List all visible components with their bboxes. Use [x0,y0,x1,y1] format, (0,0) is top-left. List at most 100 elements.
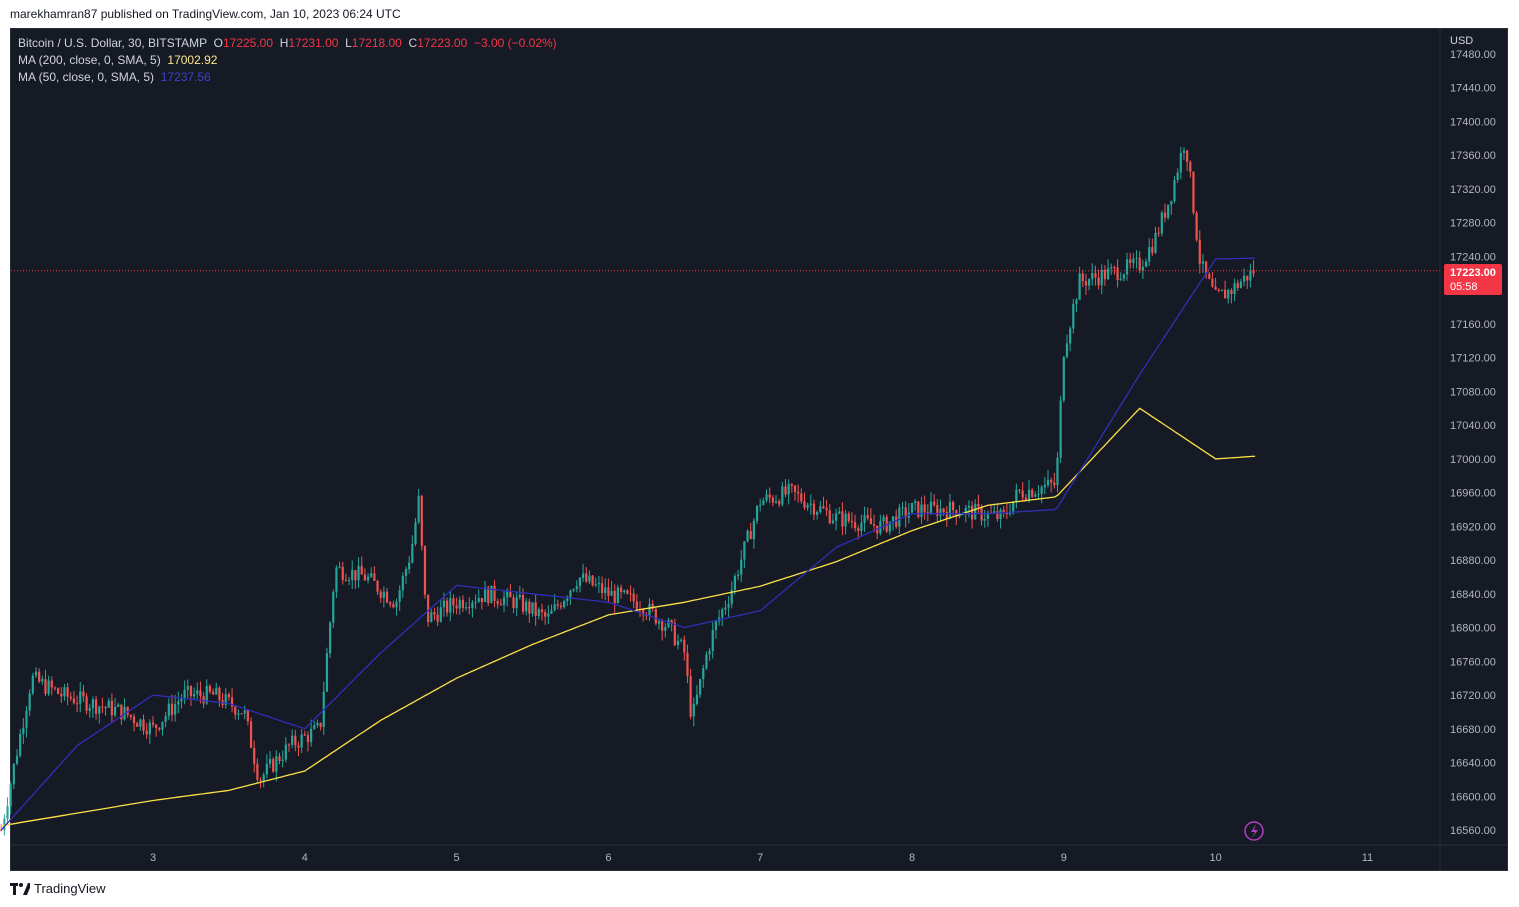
candle-body [1239,281,1242,288]
y-tick-label: 17400.00 [1450,116,1496,128]
y-tick-label: 17320.00 [1450,184,1496,196]
candle-body [161,721,164,730]
candle-body [626,590,629,594]
candle-body [825,508,828,511]
x-tick-label: 11 [1362,852,1373,864]
candle-body [809,503,812,505]
candle-body [680,639,683,641]
candle-body [1167,204,1170,218]
y-tick-label: 16880.00 [1450,555,1496,567]
y-tick-label: 16800.00 [1450,623,1496,635]
candle-body [695,694,699,704]
lightning-icon[interactable] [1244,821,1264,841]
candle-body [57,688,60,694]
candle-body [797,491,800,494]
y-tick-label: 16720.00 [1450,690,1496,702]
candle-body [284,744,287,760]
candle-body [1110,267,1113,269]
candle-body [363,574,366,581]
candle-body [455,605,458,609]
candle-body [534,602,537,616]
candle-body [139,719,142,727]
candlestick-series [0,146,1255,836]
candle-body [471,602,474,608]
candle-body [1065,343,1069,358]
candle-body [904,507,907,518]
candle-body [733,576,736,590]
candle-body [458,599,461,609]
legend-ohlc-row: Bitcoin / U.S. Dollar, 30, BITSTAMP O172… [18,35,557,52]
candle-body [319,722,322,727]
candle-body [19,733,22,756]
candle-body [604,587,607,594]
candle-body [793,485,797,492]
candle-body [442,600,446,608]
candle-body [1211,278,1214,287]
candle-body [933,501,936,505]
y-tick-label: 17120.00 [1450,353,1496,365]
candle-body [689,676,692,717]
candle-body [132,716,136,724]
candle-body [155,724,158,728]
x-tick-label: 7 [757,852,763,864]
candle-body [1040,487,1043,494]
candle-body [268,759,272,764]
candle-body [164,715,167,722]
candle-body [550,610,553,614]
candle-body [841,511,844,527]
candle-body [379,591,382,598]
y-tick-label: 16760.00 [1450,656,1496,668]
y-tick-label: 17160.00 [1450,319,1496,331]
candle-body [294,735,297,746]
candle-body [401,575,404,591]
candle-body [427,594,430,623]
candle-body [186,685,189,690]
x-tick-label: 10 [1209,852,1221,864]
candle-body [547,613,550,617]
candle-body [578,577,582,587]
candle-body [1148,247,1151,262]
candle-body [287,744,291,746]
candle-body [177,701,180,705]
candle-body [1230,290,1233,294]
candle-body [1195,212,1198,240]
candle-body [1135,257,1138,259]
candle-body [771,497,774,503]
candle-body [1097,277,1100,286]
chart-panel[interactable] [10,28,1508,871]
candle-body [34,671,38,676]
candle-body [107,700,110,708]
close-label: C [408,36,418,50]
candle-body [414,522,417,544]
candle-body [812,503,816,515]
candle-body [6,806,9,819]
candle-body [433,612,436,615]
candle-body [898,507,901,527]
candle-body [569,590,572,599]
candle-body [563,601,566,608]
candle-body [759,504,762,506]
candle-body [329,622,332,654]
candle-body [1116,267,1119,280]
candle-body [853,522,857,529]
candle-body [942,508,945,512]
chart-legend: Bitcoin / U.S. Dollar, 30, BITSTAMP O172… [18,35,557,86]
candle-body [996,511,999,520]
candle-body [664,627,667,631]
candle-body [354,570,357,581]
candle-body [970,505,974,520]
candle-body [610,590,613,596]
candle-body [509,591,512,598]
candle-body [69,696,72,699]
candle-body [1103,269,1107,280]
candle-body [376,580,379,592]
candle-body [822,506,825,509]
footer-brand-label: TradingView [34,881,106,896]
ma50-line [0,257,1256,831]
candle-body [85,696,88,711]
footer-brand[interactable]: TradingView [10,881,106,896]
candle-body [88,708,91,711]
candle-body [129,714,132,717]
candle-body [948,501,952,519]
